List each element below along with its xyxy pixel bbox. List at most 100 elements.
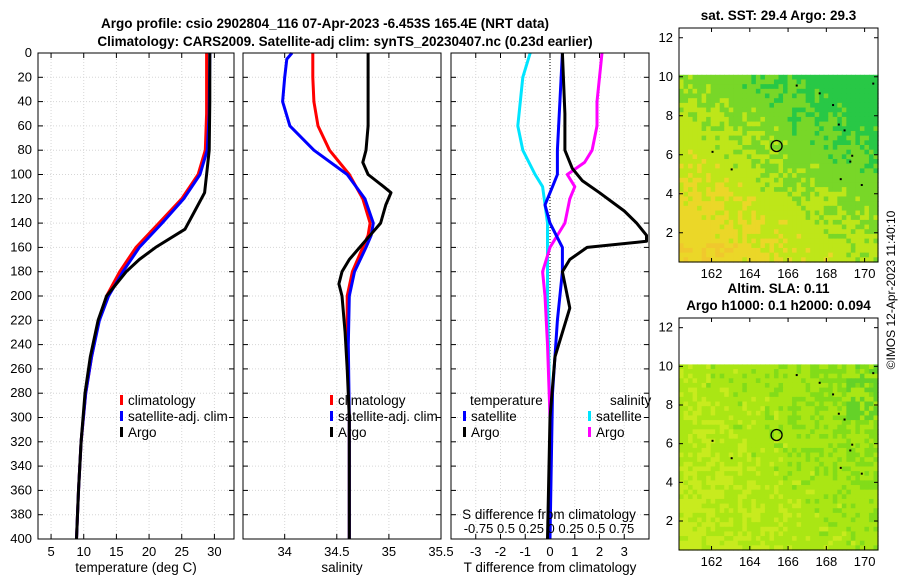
map-cell — [679, 447, 685, 454]
map-cell — [850, 471, 856, 477]
map-cell — [841, 74, 847, 81]
map-cell — [719, 508, 725, 514]
map-cell — [792, 415, 798, 421]
map-cell — [846, 526, 852, 533]
map-cell — [796, 369, 802, 375]
map-cell — [764, 503, 771, 509]
map-cell — [751, 378, 757, 384]
map-cell — [805, 112, 811, 118]
map-cell — [864, 219, 870, 226]
map-cell — [787, 373, 793, 379]
map-cell — [773, 149, 780, 155]
map-cell — [846, 410, 852, 417]
map-cell — [855, 415, 861, 421]
map-cell — [701, 182, 707, 188]
map-cell — [715, 257, 721, 263]
map-cell — [778, 475, 784, 481]
map-cell — [828, 116, 834, 123]
map-cell — [873, 210, 879, 216]
map-cell — [724, 396, 730, 403]
map-cell — [855, 438, 861, 444]
map-cell — [760, 503, 766, 509]
map-cell — [719, 410, 725, 417]
map-cell — [760, 191, 766, 198]
map-cell — [841, 210, 847, 216]
map-cell — [701, 252, 707, 258]
map-cell — [841, 177, 847, 184]
map-cell — [769, 369, 775, 375]
map-cell — [683, 415, 689, 421]
map-cell — [859, 443, 866, 449]
map-cell — [755, 98, 762, 104]
map-cell — [801, 112, 807, 118]
map-cell — [855, 526, 861, 533]
map-cell — [832, 168, 838, 174]
island-speck — [849, 449, 852, 452]
map-cell — [715, 475, 721, 481]
map-cell — [751, 187, 757, 193]
map-cell — [755, 135, 762, 141]
map-cell — [773, 373, 780, 379]
map-cell — [760, 243, 766, 249]
map-cell — [742, 79, 748, 85]
map-cell — [801, 233, 807, 240]
map-cell — [710, 74, 716, 81]
map-cell — [742, 145, 748, 151]
map-cell — [850, 177, 856, 184]
map-cell — [828, 438, 834, 444]
map-cell — [710, 163, 716, 169]
map-cell — [728, 480, 734, 486]
map-cell — [724, 475, 730, 481]
map-cell — [778, 74, 784, 81]
map-cell — [733, 177, 739, 184]
map-cell — [850, 140, 856, 146]
map-cell — [755, 517, 762, 523]
map-cell — [837, 498, 843, 505]
map-cell — [733, 540, 739, 546]
map-cell — [746, 84, 752, 90]
map-cell — [828, 429, 834, 435]
map-cell — [710, 420, 716, 426]
map-cell — [837, 196, 843, 202]
map-cell — [692, 159, 698, 165]
map-cell — [688, 196, 694, 202]
map-cell — [697, 471, 703, 477]
map-cell — [823, 364, 829, 370]
map-cell — [837, 154, 843, 160]
map-cell — [746, 480, 752, 486]
map-cell — [868, 74, 875, 81]
map-cell — [701, 149, 707, 155]
map-cell — [846, 145, 852, 151]
map-cell — [746, 88, 752, 95]
map-cell — [769, 540, 775, 546]
map-cell — [760, 215, 766, 221]
map-cell — [778, 233, 784, 240]
map-cell — [832, 438, 838, 444]
map-cell — [746, 364, 752, 370]
map-cell — [751, 238, 757, 244]
map-cell — [859, 215, 866, 221]
map-cell — [864, 98, 870, 104]
map-cell — [814, 219, 820, 226]
map-cell — [706, 121, 712, 127]
map-cell — [751, 364, 757, 370]
map-cell — [778, 457, 784, 463]
map-cell — [733, 531, 739, 537]
map-cell — [697, 173, 703, 179]
map-cell — [859, 382, 866, 389]
map-cell — [773, 406, 780, 412]
map-cell — [850, 88, 856, 95]
map-cell — [724, 135, 730, 141]
map-cell — [764, 168, 771, 174]
map-cell — [796, 196, 802, 202]
map-cell — [837, 126, 843, 132]
map-cell — [837, 526, 843, 533]
map-cell — [692, 191, 698, 198]
map-cell — [733, 508, 739, 514]
y-tick-label: 12 — [659, 320, 673, 335]
map-cell — [755, 187, 762, 193]
map-cell — [850, 168, 856, 174]
map-cell — [796, 177, 802, 184]
map-cell — [873, 489, 879, 495]
map-cell — [873, 503, 879, 509]
